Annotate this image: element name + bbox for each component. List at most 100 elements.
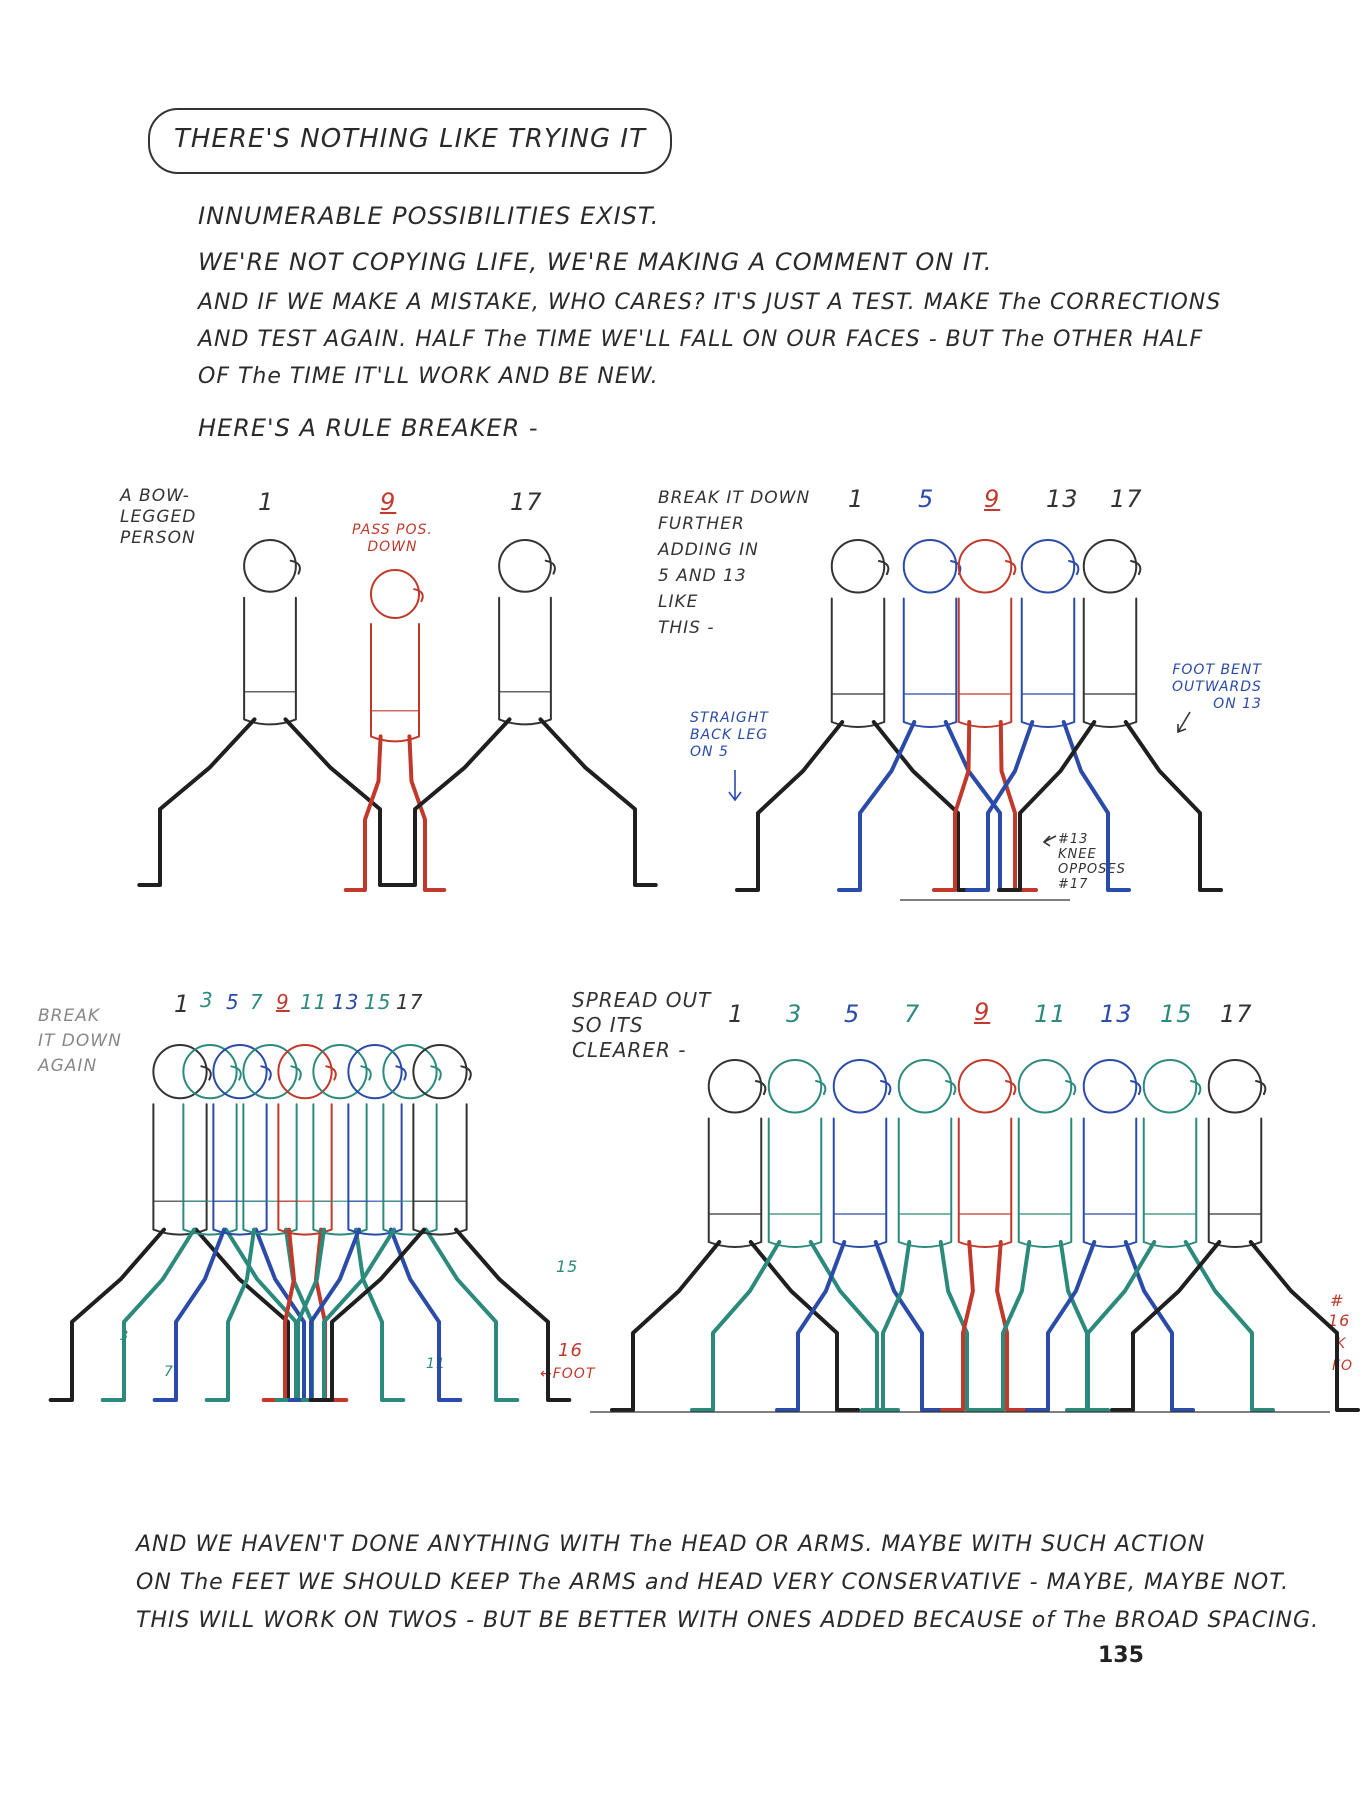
p2-fig-3-right-leg	[1061, 720, 1131, 892]
panel1-frame-1: 1	[258, 488, 275, 516]
p3-fig-0-body	[152, 1103, 208, 1236]
p4-fig-7-head	[1142, 1059, 1198, 1114]
p2-fig-3-body	[1020, 597, 1076, 728]
p2-fig-4-head	[1082, 539, 1138, 594]
p1-fig-1-head	[243, 539, 297, 593]
panel3-mark-16: 16	[558, 1340, 583, 1361]
panel3-frame-15: 15	[364, 990, 392, 1014]
p2-fig-1-left-leg	[837, 720, 917, 892]
p2-fig-3-head	[1020, 539, 1076, 594]
panel1-frame-9: 9	[380, 488, 397, 516]
p3-fig-6-right-leg	[388, 1227, 463, 1402]
panel3-frame-3: 3	[200, 988, 214, 1012]
p1-fig-17-cap	[544, 559, 556, 575]
panel4-mark-16: 16	[1328, 1311, 1351, 1330]
p4-fig-0-cap	[755, 1080, 767, 1096]
p3-fig-2-left-leg	[152, 1227, 227, 1402]
p3-fig-7-cap	[430, 1065, 442, 1081]
panel4-mark-k: K	[1336, 1336, 1347, 1352]
p4-fig-5-cap	[1065, 1080, 1077, 1096]
p1-fig-17-left-leg	[392, 717, 512, 887]
p2-fig-1-body	[902, 597, 958, 728]
p4-fig-6-cap	[1130, 1080, 1142, 1096]
p4-fig-7-right-leg	[1183, 1240, 1275, 1412]
p4-fig-0-head	[707, 1059, 763, 1114]
p3-fig-8-left-leg	[308, 1227, 427, 1402]
p4-fig-4-cap	[1005, 1080, 1017, 1096]
panel3-foot-note: ←FOOT	[540, 1366, 596, 1382]
p3-fig-3-body	[242, 1103, 298, 1236]
p1-fig-9-right-leg	[407, 734, 447, 892]
p4-fig-7-left-leg	[1065, 1240, 1157, 1412]
p2-fig-2-head	[957, 539, 1013, 594]
panel4-mark-hash: #	[1330, 1291, 1345, 1310]
p3-fig-6-head	[347, 1044, 403, 1100]
p4-fig-5-body	[1017, 1117, 1073, 1248]
p3-fig-2-body	[212, 1103, 268, 1236]
p3-fig-1-cap	[230, 1065, 242, 1081]
closing-line: THIS WILL WORK ON TWOS - BUT BE BETTER W…	[136, 1608, 1320, 1633]
p1-fig-1-body	[243, 596, 297, 726]
p3-fig-1-left-leg	[100, 1227, 197, 1402]
p3-fig-5-head	[312, 1044, 368, 1100]
p4-fig-4-right-leg	[995, 1240, 1030, 1412]
p1-fig-1-left-leg	[137, 717, 257, 887]
p2-fig-3-cap	[1068, 560, 1080, 576]
p4-fig-0-right-leg	[748, 1240, 860, 1412]
p3-fig-3-left-leg	[204, 1227, 257, 1402]
straight-back-leg-note: STRAIGHT BACK LEG ON 5	[690, 710, 769, 760]
p4-fig-6-right-leg	[1123, 1240, 1195, 1412]
p4-fig-5-head	[1017, 1059, 1073, 1114]
foot-bent-note: FOOT BENT OUTWARDS ON 13	[1172, 662, 1262, 712]
p1-fig-1-cap	[289, 559, 301, 575]
p4-fig-3-head	[897, 1059, 953, 1114]
p4-fig-5-left-leg	[980, 1240, 1032, 1412]
p1-fig-9-head	[370, 569, 420, 619]
p3-fig-4-cap	[325, 1065, 337, 1081]
p4-fig-1-body	[767, 1117, 823, 1248]
p2-fig-0-right-leg	[871, 720, 981, 892]
pass-pos-note: PASS POS. DOWN	[352, 522, 433, 555]
panel1-label: A BOW- LEGGED PERSON	[120, 486, 197, 548]
p3-fig-2-head	[212, 1044, 268, 1100]
p4-fig-6-head	[1082, 1059, 1138, 1114]
p3-fig-0-cap	[200, 1065, 212, 1081]
p4-fig-4-head	[957, 1059, 1013, 1114]
p2-fig-4-right-leg	[1123, 720, 1223, 892]
p4-fig-1-head	[767, 1059, 823, 1114]
panel4-label: SPREAD OUT SO ITS CLEARER -	[572, 988, 712, 1062]
closing-line: AND WE HAVEN'T DONE ANYTHING WITH The HE…	[136, 1532, 1206, 1557]
panel3-frame-9: 9	[276, 990, 290, 1014]
p3-fig-3-head	[242, 1044, 298, 1100]
page-title: THERE'S NOTHING LIKE TRYING IT	[174, 124, 646, 154]
panel3-mark-15: 15	[556, 1257, 579, 1276]
panel4-frame-3: 3	[786, 1000, 803, 1028]
p4-fig-3-right-leg	[938, 1240, 990, 1412]
panel3-frame-13: 13	[332, 990, 360, 1014]
p3-fig-7-right-leg	[423, 1227, 520, 1402]
p3-fig-4-head	[277, 1044, 333, 1100]
p1-fig-9-cap	[413, 588, 424, 603]
panel2-frame-9: 9	[984, 485, 1001, 513]
p3-fig-5-body	[312, 1103, 368, 1236]
p2-fig-4-cap	[1130, 560, 1142, 576]
p3-fig-7-body	[382, 1103, 438, 1236]
p1-fig-17-head	[498, 539, 552, 593]
panel4-frame-11: 11	[1034, 1000, 1067, 1028]
p1-fig-9-body	[370, 623, 420, 743]
panel4-frame-1: 1	[728, 1000, 745, 1028]
p1-fig-1-right-leg	[283, 717, 403, 887]
panel1-frame-17: 17	[510, 488, 543, 516]
panel3-frame-17: 17	[396, 990, 424, 1014]
p4-fig-4-body	[957, 1117, 1013, 1248]
p2-fig-0-body	[830, 597, 886, 728]
p3-fig-1-head	[182, 1044, 238, 1100]
p3-fig-1-body	[182, 1103, 238, 1236]
p4-fig-8-left-leg	[1110, 1240, 1222, 1412]
p4-fig-2-head	[832, 1059, 888, 1114]
paragraph-line: WE'RE NOT COPYING LIFE, WE'RE MAKING A C…	[198, 248, 993, 276]
panel2-frame-13: 13	[1046, 485, 1079, 513]
p4-fig-8-body	[1207, 1117, 1263, 1248]
p1-fig-17-right-leg	[538, 717, 658, 887]
